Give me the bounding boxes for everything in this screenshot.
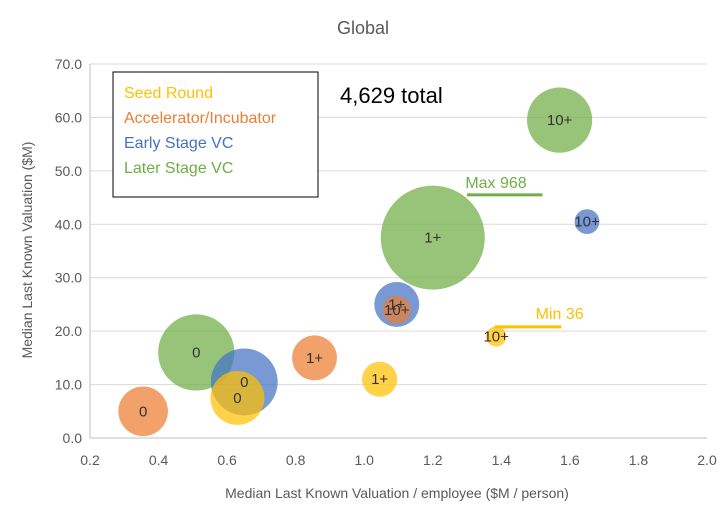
x-tick-label: 1.8 xyxy=(629,452,649,468)
legend-box xyxy=(112,71,319,198)
bubble-point xyxy=(118,386,168,437)
x-tick-label: 0.6 xyxy=(217,452,237,468)
x-tick-label: 1.2 xyxy=(423,452,443,468)
bubble-label: 1+ xyxy=(306,350,323,367)
bubble-point xyxy=(210,370,265,425)
x-tick-label: 1.6 xyxy=(560,452,580,468)
y-tick-label: 40.0 xyxy=(55,216,82,232)
bubble-label: 10+ xyxy=(384,302,410,319)
y-tick-label: 20.0 xyxy=(55,323,82,339)
bubble-label: 0 xyxy=(192,345,200,362)
annotation-label: Max 968 xyxy=(465,175,526,192)
axes: 0.0 10.0 20.0 30.0 40.0 50.0 60.0 70.0 0.2 0.4 0.6… xyxy=(55,56,717,468)
x-tick-label: 0.8 xyxy=(286,452,306,468)
x-tick-label: 1.0 xyxy=(354,452,374,468)
bubble-label: 10+ xyxy=(547,112,573,129)
x-tick-label: 0.2 xyxy=(80,452,100,468)
x-axis-title: Median Last Known Valuation / employee (… xyxy=(225,485,569,501)
bubble-point xyxy=(574,209,600,235)
y-tick-label: 0.0 xyxy=(63,430,83,446)
x-tick-label: 1.4 xyxy=(492,452,512,468)
y-tick-label: 30.0 xyxy=(55,270,82,286)
legend: Seed Round Accelerator/Incubator Early Sta… xyxy=(112,71,319,198)
bubble-point xyxy=(292,335,337,381)
annotations: Max 968 Min 36 xyxy=(465,175,584,329)
y-tick-label: 10.0 xyxy=(55,377,82,393)
x-tick-label: 2.0 xyxy=(697,452,717,468)
bubble-label: 10+ xyxy=(483,328,509,345)
chart-title: Global xyxy=(337,18,389,38)
annotation-label: Min 36 xyxy=(536,306,584,323)
legend-entry: Later Stage VC xyxy=(124,160,233,177)
legend-entry: Accelerator/Incubator xyxy=(124,110,277,127)
bubble-label: 1+ xyxy=(371,371,388,388)
bubble-point xyxy=(382,295,411,324)
y-tick-label: 60.0 xyxy=(55,109,82,125)
bubble-point xyxy=(362,361,398,397)
legend-entry: Seed Round xyxy=(124,85,213,102)
x-tick-label: 0.4 xyxy=(149,452,169,468)
bubble-label: 0 xyxy=(240,374,248,391)
legend-entry: Early Stage VC xyxy=(124,135,233,152)
bubble-point xyxy=(527,87,593,153)
total-count: 4,629 total xyxy=(340,83,443,108)
bubble-label: 10+ xyxy=(574,214,600,231)
bubble-label: 0 xyxy=(139,403,147,420)
y-tick-label: 50.0 xyxy=(55,163,82,179)
bubble-point xyxy=(380,185,485,290)
bubble-label: 1+ xyxy=(388,296,405,313)
y-axis-title: Median Last Known Valuation ($M) xyxy=(19,142,35,359)
bubble-point xyxy=(486,326,507,347)
bubbles xyxy=(118,87,600,437)
bubble-label: 0 xyxy=(233,390,241,407)
y-tick-label: 70.0 xyxy=(55,56,82,72)
bubble-label: 1+ xyxy=(424,230,441,247)
